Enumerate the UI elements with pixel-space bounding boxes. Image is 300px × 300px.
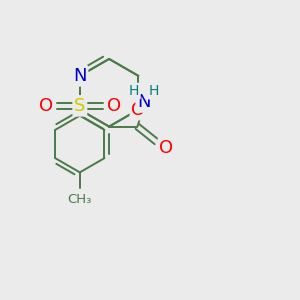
Text: S: S (74, 97, 85, 115)
Text: O: O (131, 101, 146, 119)
Text: N: N (137, 93, 151, 111)
Text: O: O (159, 140, 173, 158)
Text: N: N (73, 67, 87, 85)
Text: O: O (106, 97, 121, 115)
Text: CH₃: CH₃ (68, 193, 92, 206)
Text: H: H (148, 84, 159, 98)
Text: H: H (129, 84, 140, 98)
Text: O: O (39, 97, 53, 115)
